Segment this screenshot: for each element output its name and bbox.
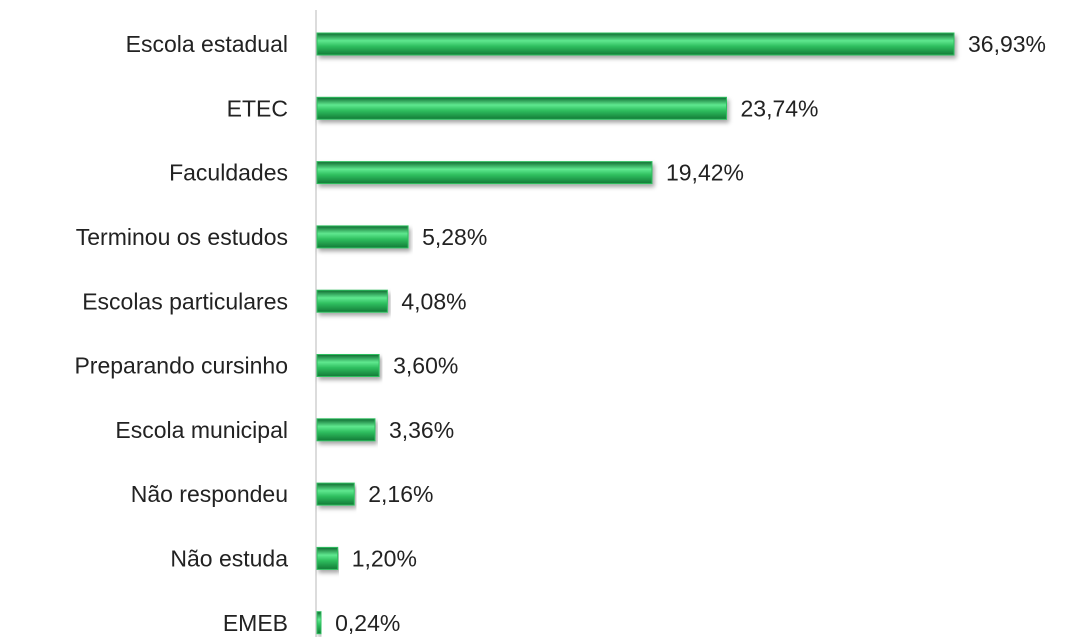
category-label: Escola municipal bbox=[115, 417, 288, 443]
value-label: 1,20% bbox=[352, 545, 417, 571]
bar bbox=[316, 482, 355, 506]
bar bbox=[316, 611, 322, 635]
bar bbox=[316, 418, 376, 442]
bar bbox=[316, 161, 653, 185]
bar bbox=[316, 225, 409, 249]
bar bbox=[316, 546, 339, 570]
category-label: ETEC bbox=[227, 95, 288, 121]
value-label: 0,24% bbox=[335, 610, 400, 636]
value-label: 4,08% bbox=[401, 288, 466, 314]
value-label: 2,16% bbox=[368, 481, 433, 507]
category-label: Preparando cursinho bbox=[74, 353, 288, 379]
category-label: Não estuda bbox=[170, 545, 288, 571]
bar bbox=[316, 289, 388, 313]
bar bbox=[316, 354, 380, 377]
category-label: Terminou os estudos bbox=[76, 224, 288, 250]
bar bbox=[316, 96, 727, 120]
category-label: Escolas particulares bbox=[82, 288, 288, 314]
category-label: EMEB bbox=[223, 610, 288, 636]
bar bbox=[316, 32, 955, 56]
value-label: 5,28% bbox=[422, 224, 487, 250]
value-label: 19,42% bbox=[666, 160, 744, 186]
value-label: 3,60% bbox=[393, 353, 458, 379]
value-label: 36,93% bbox=[968, 31, 1046, 57]
category-label: Escola estadual bbox=[126, 31, 288, 57]
category-label: Não respondeu bbox=[131, 481, 288, 507]
value-label: 3,36% bbox=[389, 417, 454, 443]
value-label: 23,74% bbox=[740, 95, 818, 121]
category-label: Faculdades bbox=[169, 160, 288, 186]
